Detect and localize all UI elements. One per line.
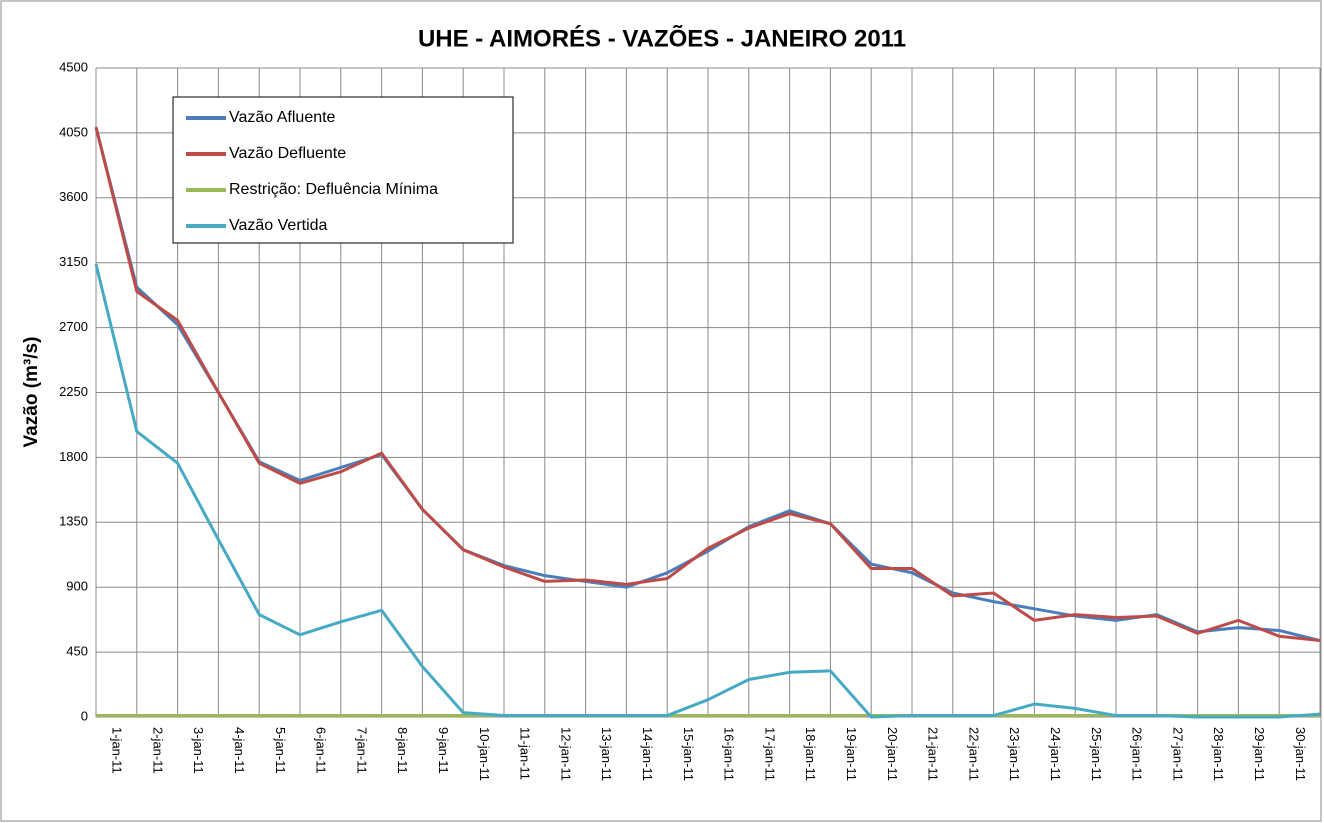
- x-tick-label: 4-jan-11: [232, 727, 247, 774]
- x-tick-label: 26-jan-11: [1130, 727, 1145, 781]
- x-tick-label: 23-jan-11: [1007, 727, 1022, 781]
- x-tick-label: 25-jan-11: [1089, 727, 1104, 781]
- y-tick-label: 0: [81, 708, 88, 723]
- y-tick-label: 4500: [59, 59, 88, 74]
- y-tick-label: 450: [66, 644, 88, 659]
- x-tick-label: 7-jan-11: [354, 727, 369, 774]
- legend-label: Vazão Defluente: [229, 145, 346, 162]
- y-axis-label: Vazão (m³/s): [21, 337, 42, 448]
- x-tick-label: 29-jan-11: [1252, 727, 1267, 781]
- x-tick-label: 22-jan-11: [966, 727, 981, 781]
- x-tick-label: 19-jan-11: [844, 727, 859, 781]
- x-tick-label: 10-jan-11: [477, 727, 492, 781]
- y-tick-label: 4050: [59, 124, 88, 139]
- x-tick-label: 6-jan-11: [314, 727, 329, 774]
- x-tick-label: 3-jan-11: [191, 727, 206, 774]
- x-tick-label: 2-jan-11: [150, 727, 165, 774]
- x-tick-label: 28-jan-11: [1211, 727, 1226, 781]
- series-line: [94, 126, 1321, 643]
- y-tick-label: 2700: [59, 319, 88, 334]
- y-tick-label: 1800: [59, 449, 88, 464]
- x-tick-label: 21-jan-11: [926, 727, 941, 781]
- legend-label: Vazão Afluente: [229, 109, 336, 126]
- x-tick-label: 24-jan-11: [1048, 727, 1063, 781]
- x-tick-label: 9-jan-11: [436, 727, 451, 774]
- y-tick-label: 900: [66, 579, 88, 594]
- y-tick-label: 1350: [59, 514, 88, 529]
- y-tick-label: 3600: [59, 189, 88, 204]
- series-line: [94, 263, 1321, 719]
- x-tick-label: 14-jan-11: [640, 727, 655, 781]
- chart-title: UHE - AIMORÉS - VAZÕES - JANEIRO 2011: [418, 24, 906, 52]
- x-tick-label: 16-jan-11: [722, 727, 737, 781]
- x-tick-label: 5-jan-11: [273, 727, 288, 774]
- series-line: [94, 126, 1321, 643]
- x-tick-label: 11-jan-11: [518, 727, 533, 780]
- x-tick-label: 13-jan-11: [599, 727, 614, 781]
- x-tick-label: 30-jan-11: [1293, 727, 1308, 781]
- x-tick-label: 12-jan-11: [558, 727, 573, 781]
- x-tick-label: 18-jan-11: [803, 727, 818, 781]
- legend-label: Restrição: Defluência Mínima: [229, 181, 438, 198]
- x-tick-label: 15-jan-11: [681, 727, 696, 781]
- x-tick-label: 1-jan-11: [110, 727, 125, 774]
- y-tick-label: 3150: [59, 254, 88, 269]
- legend-label: Vazão Vertida: [229, 217, 328, 234]
- x-tick-label: 17-jan-11: [762, 727, 777, 781]
- x-tick-label: 8-jan-11: [395, 727, 410, 774]
- legend-box: [172, 96, 514, 244]
- x-tick-label: 27-jan-11: [1170, 727, 1185, 781]
- x-tick-label: 20-jan-11: [885, 727, 900, 781]
- y-tick-label: 2250: [59, 384, 88, 399]
